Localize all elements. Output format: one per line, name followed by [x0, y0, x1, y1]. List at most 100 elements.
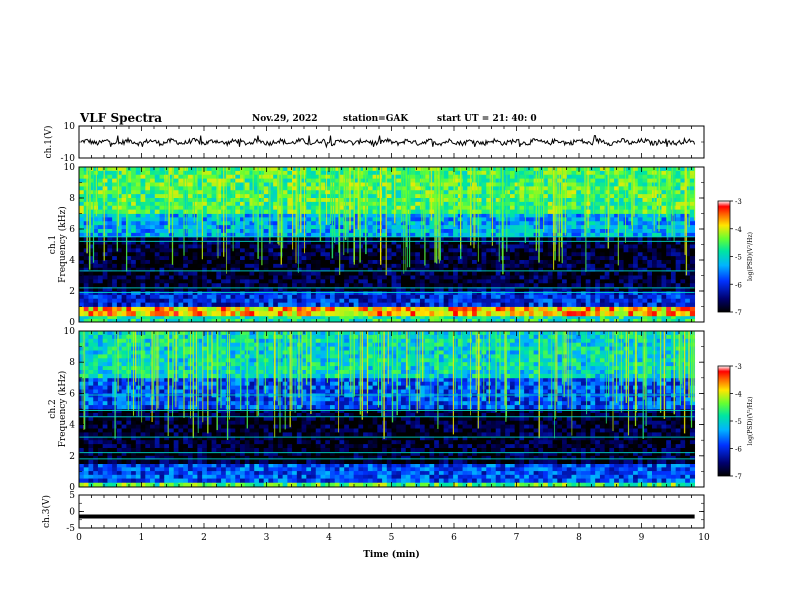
- ch1-spectrogram-cell: [680, 213, 686, 218]
- ch1-spectrogram-cell: [296, 256, 302, 261]
- ch1-spectrogram-cell: [325, 311, 331, 317]
- ch1-spectrogram-cell: [396, 256, 402, 261]
- ch1-spectrogram-cell: [168, 194, 175, 199]
- ch1-spectrogram-cell: [154, 294, 160, 300]
- ch1-spectrogram-cell: [438, 287, 445, 292]
- ch1-spectrogram-cell: [315, 213, 321, 218]
- ch1-spectrogram-cell: [424, 198, 430, 203]
- ch1-spectrogram-cell: [377, 311, 383, 317]
- ch1-spectrogram-cell: [481, 198, 487, 203]
- ch1-spectrogram-cell: [358, 298, 364, 304]
- ch1-spectrogram-cell: [178, 315, 184, 320]
- ch1-spectrogram-cell: [107, 315, 113, 320]
- ch1-spectrogram-cell: [107, 252, 113, 257]
- ch1-spectrogram-cell: [443, 178, 449, 183]
- ch1-spectrogram-cell: [448, 248, 454, 253]
- ch1-spectrogram-cell: [599, 229, 606, 234]
- ch1-spectrogram-cell: [689, 291, 696, 296]
- ch1-spectrogram-cell: [216, 275, 222, 280]
- ch1-spectrogram-cell: [670, 248, 677, 253]
- ch1-spectrogram-cell: [509, 318, 516, 323]
- ch1-spectrogram-cell: [509, 252, 516, 257]
- ch1-spectrogram-cell: [273, 221, 279, 226]
- ch1-spectrogram-cell: [339, 248, 345, 253]
- ch1-spectrogram-cell: [282, 167, 288, 172]
- ch1-spectrogram-cell: [187, 244, 194, 249]
- ch1-spectrogram-cell: [486, 252, 492, 257]
- ch1-spectrogram-cell: [287, 240, 293, 245]
- ch1-spectrogram-cell: [287, 236, 293, 242]
- ch1-spectrogram-cell: [254, 275, 260, 280]
- ch1-spectrogram-cell: [97, 287, 104, 292]
- ch1-spectrogram-cell: [126, 271, 132, 276]
- ch1-spectrogram-cell: [183, 213, 189, 218]
- ch1-spectrogram-cell: [353, 244, 359, 249]
- ch1-spectrogram-cell: [604, 318, 610, 323]
- ch1-spectrogram-cell: [552, 306, 558, 312]
- ch1-spectrogram-cell: [405, 315, 411, 320]
- ch1-spectrogram-cell: [633, 291, 639, 296]
- ch1-spectrogram-cell: [168, 263, 175, 269]
- ch1-spectrogram-cell: [642, 213, 648, 218]
- ch1-spectrogram-cell: [519, 201, 525, 207]
- ch1-spectrogram-cell: [244, 217, 250, 222]
- ch1-spectrogram-cell: [216, 194, 222, 199]
- ch1-spectrogram-cell: [102, 275, 108, 280]
- ch1-spectrogram-cell: [467, 287, 473, 292]
- ch1-spectrogram-cell: [154, 236, 160, 242]
- ch1-spectrogram-cell: [145, 225, 151, 230]
- ch1-spectrogram-cell: [311, 260, 317, 265]
- ch1-spectrogram-cell: [524, 201, 530, 207]
- ch1-spectrogram-cell: [585, 294, 591, 300]
- ch1-spectrogram-cell: [576, 232, 582, 238]
- ch1-spectrogram-cell: [514, 225, 520, 230]
- ch1-spectrogram-cell: [571, 298, 577, 304]
- ch1-spectrogram-cell: [434, 291, 440, 296]
- ch1-spectrogram-cell: [599, 283, 606, 288]
- ch1-spectrogram-cell: [97, 271, 104, 276]
- ch1-spectrogram-cell: [557, 229, 563, 234]
- ch1-spectrogram-cell: [159, 256, 165, 261]
- ch1-spectrogram-cell: [590, 217, 596, 222]
- ch1-spectrogram-cell: [453, 182, 459, 187]
- ch1-spectrogram-cell: [538, 217, 544, 222]
- ch1-spectrogram-cell: [462, 232, 468, 238]
- ch1-spectrogram-cell: [183, 167, 189, 172]
- ch1-spectrogram-cell: [268, 217, 274, 222]
- ch1-spectrogram-cell: [467, 267, 473, 273]
- ch1-spectrogram-cell: [633, 315, 639, 320]
- ch1-spectrogram-cell: [145, 311, 151, 317]
- ch1-spectrogram-cell: [311, 190, 317, 195]
- ch1-spectrogram-cell: [377, 252, 383, 257]
- ch1-spectrogram-cell: [652, 256, 658, 261]
- ch1-spectrogram-cell: [183, 221, 189, 226]
- ch1-spectrogram-cell: [206, 263, 212, 269]
- ch1-spectrogram-cell: [93, 178, 99, 183]
- ch1-spectrogram-cell: [386, 287, 392, 292]
- ch1-spectrogram-cell: [481, 291, 487, 296]
- ch1-spectrogram-cell: [429, 236, 435, 242]
- ch1-spectrogram-cell: [391, 302, 397, 307]
- ch1-spectrogram-cell: [391, 267, 397, 273]
- ch1-spectrogram-cell: [623, 267, 629, 273]
- ch1-spectrogram-cell: [689, 275, 696, 280]
- ch1-spectrogram-cell: [467, 194, 473, 199]
- ch1-spectrogram-cell: [462, 174, 468, 180]
- ch1-spectrogram-cell: [524, 291, 530, 296]
- ch1-spectrogram-cell: [410, 318, 416, 323]
- ch1-spectrogram-cell: [282, 229, 288, 234]
- ch1-spectrogram-cell: [429, 263, 435, 269]
- ch1-spectrogram-cell: [633, 298, 639, 304]
- ch1-spectrogram-cell: [481, 248, 487, 253]
- ch1-spectrogram-cell: [79, 186, 85, 191]
- ch1-spectrogram-cell: [633, 279, 639, 284]
- ch1-spectrogram-cell: [495, 198, 501, 203]
- ch1-spectrogram-cell: [97, 311, 104, 317]
- ch1-spectrogram-cell: [509, 291, 516, 296]
- ch1-spectrogram-cell: [240, 279, 246, 284]
- ch1-spectrogram-cell: [505, 201, 511, 207]
- ch1-spectrogram-cell: [244, 287, 250, 292]
- ch1-spectrogram-cell: [244, 279, 250, 284]
- ch1-spectrogram-cell: [145, 213, 151, 218]
- ch1-spectrogram-cell: [685, 240, 691, 245]
